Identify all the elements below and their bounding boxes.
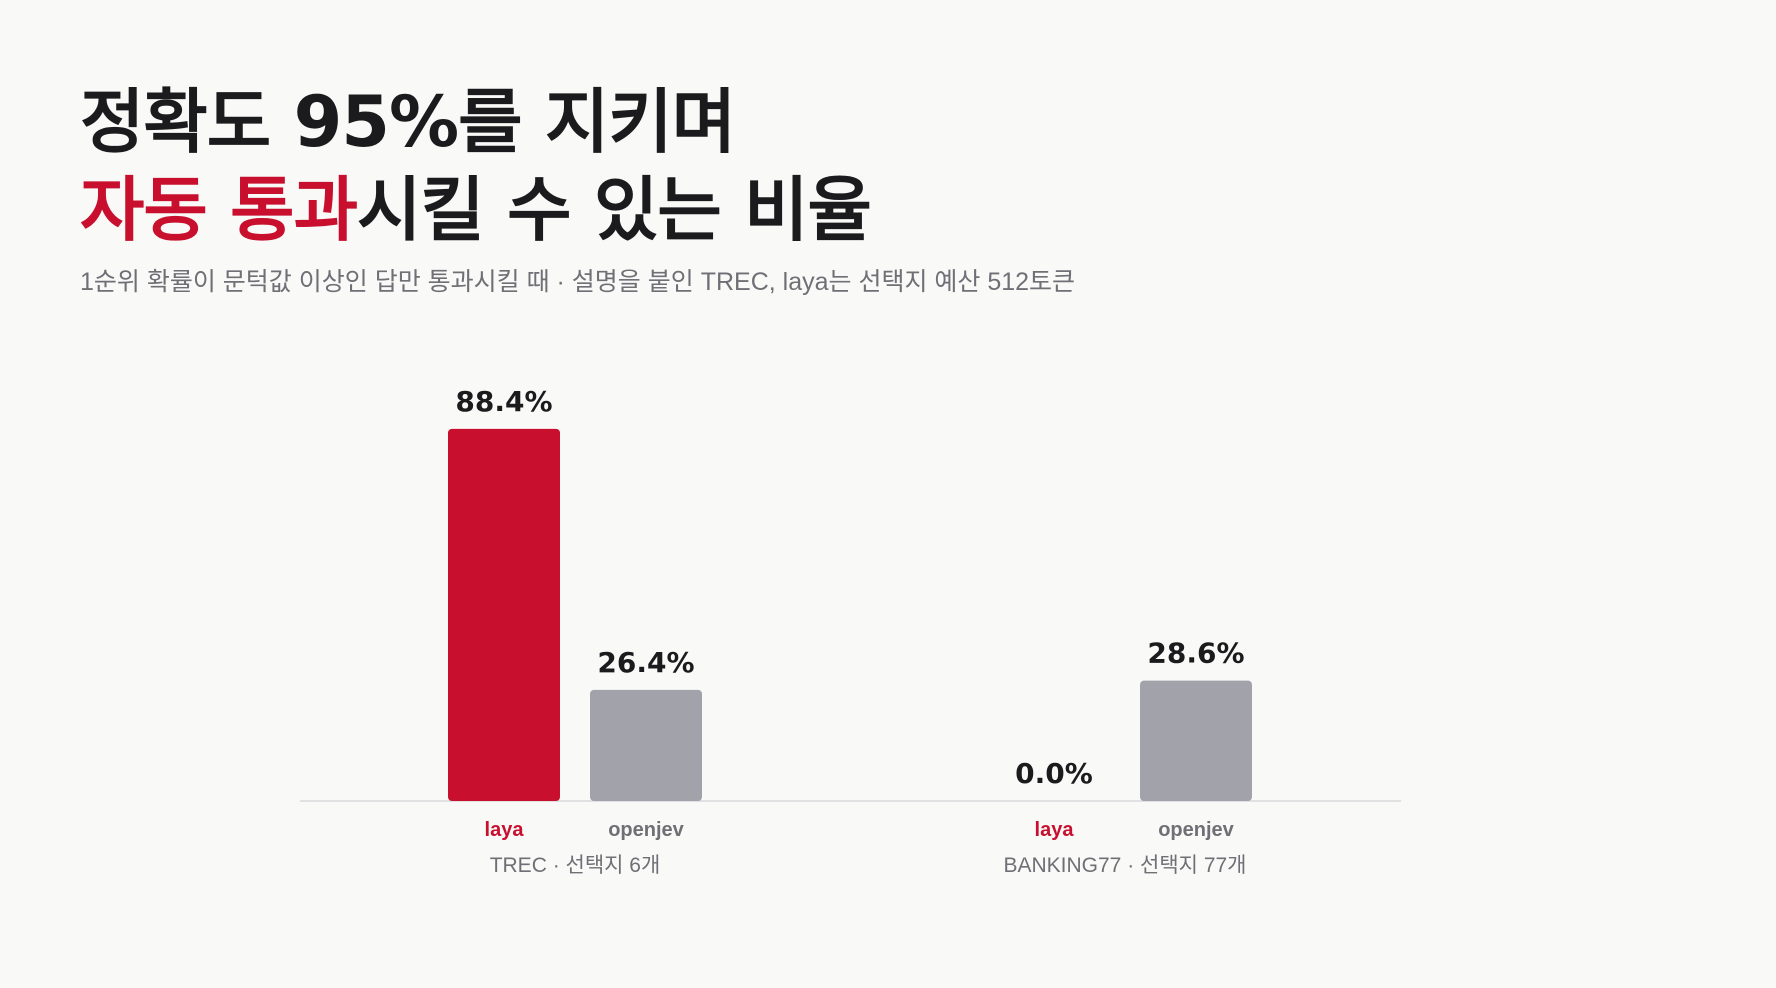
bar-openjev-0 (590, 689, 702, 801)
title-accent-text: 자동 통과 (80, 169, 358, 251)
series-label-laya-0: laya (485, 819, 525, 841)
title-rest-text: 시킬 수 있는 비율 (356, 169, 872, 251)
title-line-2: 자동 통과시킬 수 있는 비율 (80, 166, 872, 254)
category-label-0: TREC · 선택지 6개 (490, 854, 661, 877)
chart-title: 정확도 95%를 지키며 자동 통과시킬 수 있는 비율 (80, 78, 872, 254)
category-label-1: BANKING77 · 선택지 77개 (1003, 854, 1246, 877)
bar-openjev-1 (1140, 680, 1252, 801)
series-label-openjev-0: openjev (608, 819, 684, 841)
bar-laya-0 (448, 428, 560, 801)
chart-subtitle: 1순위 확률이 문턱값 이상인 답만 통과시킬 때 · 설명을 붙인 TREC,… (80, 268, 1076, 296)
series-label-openjev-1: openjev (1158, 819, 1234, 841)
data-label-laya-1: 0.0% (1015, 757, 1093, 790)
chart-marks: 88.4% laya 26.4% openjev TREC · 선택지 6개 0.0% la… (448, 385, 1252, 877)
title-line-1: 정확도 95%를 지키며 (80, 81, 736, 163)
data-label-laya-0: 88.4% (455, 385, 552, 418)
series-label-laya-1: laya (1035, 819, 1075, 841)
data-label-openjev-1: 28.6% (1147, 637, 1244, 670)
data-label-openjev-0: 26.4% (597, 646, 694, 679)
